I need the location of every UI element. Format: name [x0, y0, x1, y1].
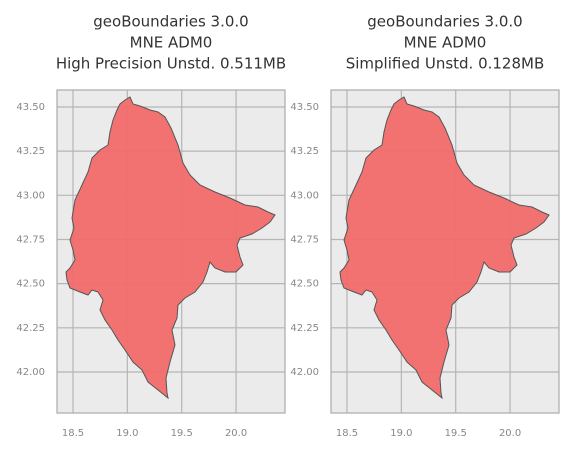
y-tick-label: 43.00: [290, 190, 319, 201]
x-tick-label: 18.5: [336, 428, 358, 439]
x-tick-label: 19.5: [445, 428, 467, 439]
x-tick-label: 19.0: [390, 428, 412, 439]
y-tick-label: 42.75: [290, 234, 319, 245]
chart-title: High Precision Unstd. 0.511MB: [56, 55, 286, 73]
x-tick-label: 19.0: [116, 428, 138, 439]
y-tick-label: 42.50: [290, 279, 319, 290]
chart-title: MNE ADM0: [130, 34, 213, 52]
y-tick-label: 43.50: [16, 102, 45, 113]
plot-frame: [330, 89, 560, 414]
x-tick-label: 20.0: [499, 428, 521, 439]
y-tick-label: 42.75: [16, 234, 45, 245]
y-tick-label: 43.00: [16, 190, 45, 201]
y-tick-label: 42.00: [290, 367, 319, 378]
y-tick-label: 43.25: [290, 146, 319, 157]
chart-title: Simplified Unstd. 0.128MB: [346, 55, 545, 73]
y-tick-label: 43.25: [16, 146, 45, 157]
y-tick-label: 42.50: [16, 279, 45, 290]
plot-frame: [56, 89, 286, 414]
x-tick-label: 18.5: [62, 428, 84, 439]
y-tick-label: 43.50: [290, 102, 319, 113]
chart-title: geoBoundaries 3.0.0: [93, 13, 248, 31]
chart-title: MNE ADM0: [404, 34, 487, 52]
y-tick-label: 42.00: [16, 367, 45, 378]
chart-title: geoBoundaries 3.0.0: [367, 13, 522, 31]
y-tick-label: 42.25: [16, 323, 45, 334]
x-tick-label: 20.0: [225, 428, 247, 439]
x-tick-label: 19.5: [171, 428, 193, 439]
y-tick-label: 42.25: [290, 323, 319, 334]
